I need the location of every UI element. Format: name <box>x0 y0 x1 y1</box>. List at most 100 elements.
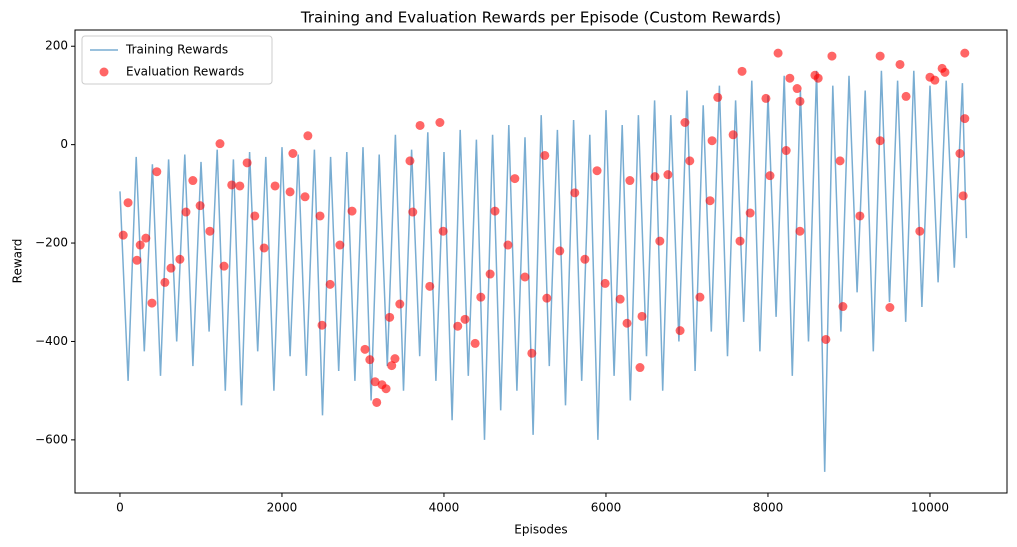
eval-point <box>227 180 237 190</box>
eval-point <box>405 156 415 166</box>
y-tick-label: −200 <box>35 236 68 250</box>
eval-point <box>370 377 380 387</box>
eval-point <box>625 176 635 186</box>
eval-point <box>542 293 552 303</box>
legend-box <box>81 35 273 85</box>
eval-point <box>705 196 715 206</box>
eval-point <box>160 277 170 287</box>
legend-label: Training Rewards <box>125 43 228 57</box>
eval-point <box>685 156 695 166</box>
eval-point <box>795 226 805 236</box>
training-line <box>119 70 968 472</box>
eval-point <box>737 66 747 76</box>
eval-point <box>580 254 590 264</box>
eval-point <box>118 230 128 240</box>
eval-point <box>181 207 191 217</box>
eval-point <box>875 136 885 146</box>
eval-point <box>781 146 791 156</box>
eval-point <box>813 73 823 83</box>
x-tick-label: 6000 <box>591 501 622 515</box>
eval-point <box>325 279 335 289</box>
eval-point <box>188 176 198 186</box>
eval-point <box>707 136 717 146</box>
chart-title: Training and Evaluation Rewards per Epis… <box>300 9 781 27</box>
eval-point <box>615 294 625 304</box>
eval-point <box>663 170 673 180</box>
eval-point <box>503 240 513 250</box>
eval-point <box>655 236 665 246</box>
eval-point <box>745 208 755 218</box>
eval-point <box>555 246 565 256</box>
eval-point <box>795 96 805 106</box>
eval-point <box>773 48 783 58</box>
eval-point <box>365 355 375 365</box>
eval-point <box>540 150 550 160</box>
eval-point <box>792 84 802 94</box>
eval-point <box>650 172 660 182</box>
eval-point <box>132 255 142 265</box>
eval-point <box>885 303 895 313</box>
eval-point <box>141 233 151 243</box>
x-axis-label: Episodes <box>514 523 567 537</box>
eval-point <box>622 318 632 328</box>
y-tick-label: −600 <box>35 432 68 446</box>
eval-point <box>219 261 229 271</box>
eval-point <box>435 118 445 128</box>
eval-point <box>175 254 185 264</box>
eval-point <box>901 91 911 101</box>
eval-point <box>317 320 327 330</box>
eval-point <box>235 181 245 191</box>
eval-point <box>387 361 397 371</box>
eval-point <box>930 75 940 85</box>
eval-point <box>695 292 705 302</box>
eval-point <box>637 311 647 321</box>
eval-point <box>635 363 645 373</box>
x-tick-label: 2000 <box>267 501 298 515</box>
eval-point <box>381 384 391 394</box>
y-tick-label: 0 <box>60 137 68 151</box>
eval-point <box>270 181 280 191</box>
eval-point <box>735 236 745 246</box>
eval-point <box>300 192 310 202</box>
y-axis-label: Reward <box>11 239 25 284</box>
eval-point <box>490 206 500 216</box>
eval-point <box>838 302 848 312</box>
eval-point <box>347 206 357 216</box>
x-tick-label: 8000 <box>753 501 784 515</box>
eval-point <box>476 292 486 302</box>
legend-label: Evaluation Rewards <box>126 65 244 79</box>
x-tick-label: 0 <box>116 501 124 515</box>
eval-point <box>195 201 205 211</box>
eval-point <box>372 397 382 407</box>
eval-point <box>215 139 225 149</box>
eval-point <box>955 148 965 158</box>
eval-point <box>425 281 435 291</box>
eval-point <box>415 120 425 130</box>
eval-point <box>821 334 831 344</box>
eval-point <box>360 344 370 354</box>
eval-point <box>242 158 252 168</box>
eval-point <box>761 93 771 103</box>
eval-point <box>875 51 885 61</box>
x-tick-label: 10000 <box>911 501 949 515</box>
eval-point <box>827 51 837 61</box>
eval-point <box>259 243 269 253</box>
eval-point <box>960 114 970 124</box>
eval-point <box>713 92 723 102</box>
eval-point <box>485 269 495 279</box>
eval-point <box>600 278 610 288</box>
eval-point <box>385 312 395 322</box>
eval-point <box>960 48 970 58</box>
eval-point <box>675 326 685 336</box>
eval-point <box>958 191 968 201</box>
eval-point <box>152 167 162 177</box>
y-tick-label: 200 <box>45 39 68 53</box>
eval-point <box>285 187 295 197</box>
eval-point <box>250 211 260 221</box>
eval-point <box>303 131 313 141</box>
eval-point <box>135 240 145 250</box>
eval-point <box>520 272 530 282</box>
x-tick-label: 4000 <box>429 501 460 515</box>
eval-point <box>408 207 418 217</box>
